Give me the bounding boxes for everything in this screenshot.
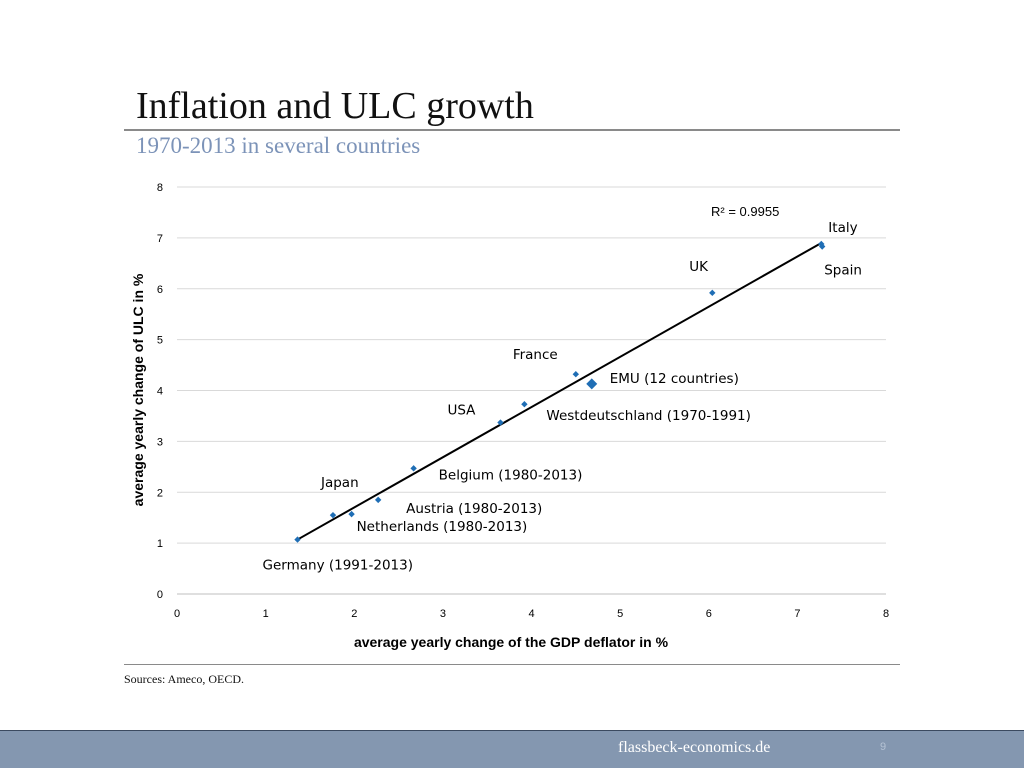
- footer-website: flassbeck-economics.de: [618, 739, 771, 756]
- point-label: Spain: [824, 263, 862, 279]
- data-point-emu-12-countries: [586, 378, 598, 390]
- point-label: Netherlands (1980-2013): [357, 519, 528, 535]
- page-number: 9: [880, 741, 887, 753]
- x-tick-label: 4: [528, 608, 534, 620]
- y-tick-label: 8: [157, 182, 163, 194]
- point-label: France: [513, 347, 558, 363]
- x-tick-label: 8: [883, 608, 889, 620]
- scatter-chart: 0 1 2 3 4 5 6 7 8 0 1 2 3 4 5 6 7 8 Germany (1991-2013) Ja…: [130, 182, 889, 650]
- y-tick-label: 0: [157, 589, 163, 601]
- y-tick-label: 5: [157, 335, 163, 347]
- point-label: Westdeutschland (1970-1991): [546, 408, 750, 424]
- y-axis-title: average yearly change of ULC in %: [130, 273, 146, 506]
- x-axis-title: average yearly change of the GDP deflato…: [354, 634, 669, 650]
- data-point-germany-1991-2013: [294, 536, 301, 543]
- trend-line: [297, 242, 822, 541]
- y-tick-label: 1: [157, 538, 163, 550]
- x-tick-label: 2: [351, 608, 357, 620]
- point-labels: Germany (1991-2013) Japan Netherlands (198…: [263, 220, 862, 574]
- x-tick-label: 7: [794, 608, 800, 620]
- slide-title: Inflation and ULC growth: [136, 85, 534, 127]
- tick-labels: 0 1 2 3 4 5 6 7 8 0 1 2 3 4 5 6 7 8: [157, 182, 889, 620]
- bottom-divider: [124, 664, 900, 665]
- title-divider: [124, 129, 900, 131]
- point-label: Italy: [828, 220, 857, 236]
- slide-subtitle: 1970-2013 in several countries: [136, 133, 421, 158]
- data-point-netherlands-1980-2013: [348, 510, 355, 518]
- data-point-japan: [329, 511, 337, 519]
- data-points: [294, 240, 826, 543]
- gridlines: [177, 186, 886, 544]
- x-tick-label: 6: [706, 608, 712, 620]
- point-label: UK: [689, 259, 709, 275]
- point-label: EMU (12 countries): [610, 371, 739, 387]
- data-point-westdeutschland-1970-1991: [521, 401, 528, 408]
- data-point-uk: [709, 289, 716, 297]
- x-tick-label: 5: [617, 608, 623, 620]
- data-point-austria-1980-2013: [374, 496, 382, 504]
- point-label: Austria (1980-2013): [406, 501, 542, 517]
- point-label: Japan: [320, 475, 359, 491]
- r-squared-label: R² = 0.9955: [711, 204, 779, 219]
- y-tick-label: 7: [157, 233, 163, 245]
- data-point-france: [572, 371, 580, 378]
- x-tick-label: 1: [263, 608, 269, 620]
- footer-bar: flassbeck-economics.de 9: [0, 730, 1024, 768]
- data-point-spain: [818, 243, 826, 250]
- point-label: USA: [447, 403, 476, 419]
- point-label: Germany (1991-2013): [263, 558, 413, 574]
- x-tick-label: 3: [440, 608, 446, 620]
- y-tick-label: 6: [157, 284, 163, 296]
- y-tick-label: 3: [157, 436, 163, 448]
- sources-note: Sources: Ameco, OECD.: [124, 672, 244, 686]
- data-point-usa: [497, 419, 504, 426]
- y-tick-label: 2: [157, 487, 163, 499]
- y-tick-label: 4: [157, 386, 163, 398]
- x-tick-label: 0: [174, 608, 180, 620]
- data-point-belgium-1980-2013: [410, 465, 417, 472]
- point-label: Belgium (1980-2013): [439, 467, 583, 483]
- footer-border: [0, 730, 1024, 731]
